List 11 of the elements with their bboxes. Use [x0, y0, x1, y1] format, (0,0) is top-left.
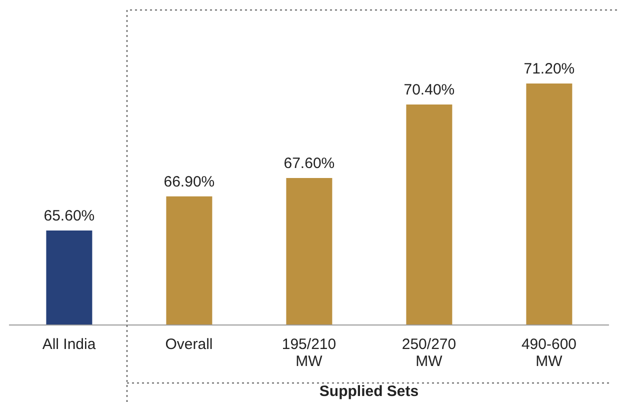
x-tick-label: 250/270 MW: [402, 336, 456, 370]
x-tick-label: 195/210 MW: [282, 336, 336, 370]
x-tick-label: Overall: [165, 336, 213, 353]
data-label: 65.60%: [44, 208, 95, 224]
data-label: 70.40%: [404, 82, 455, 98]
data-label: 71.20%: [524, 60, 575, 78]
data-label: 67.60%: [284, 155, 335, 172]
data-label: 66.90%: [164, 173, 215, 190]
x-tick-label: 490-600 MW: [521, 336, 577, 370]
x-tick-label: All India: [42, 336, 96, 353]
text: Supplied Sets: [318, 383, 420, 400]
